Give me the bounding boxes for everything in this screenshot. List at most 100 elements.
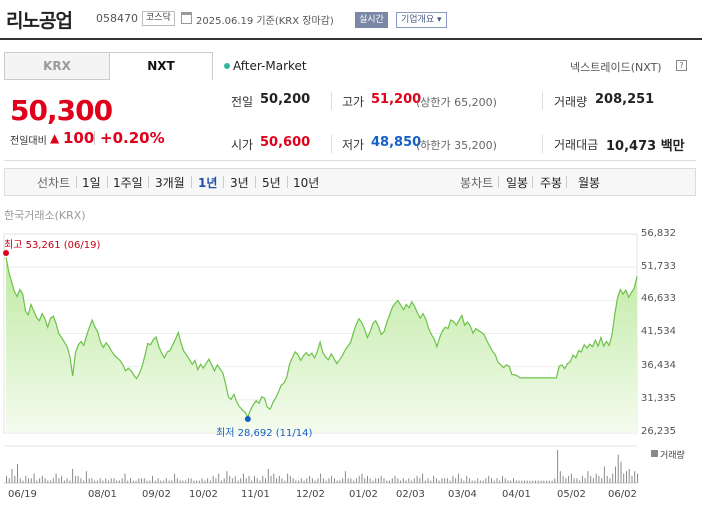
low-annotation: 최저 28,692 (11/14) bbox=[216, 428, 313, 439]
company-info-button[interactable]: 기업개요 ▾ bbox=[396, 12, 447, 28]
open-value: 50,600 bbox=[260, 135, 311, 150]
volume-bar bbox=[99, 478, 101, 483]
stock-code: 058470 bbox=[96, 12, 138, 25]
upper-limit: (상한가 65,200) bbox=[416, 96, 497, 109]
volume-bar bbox=[350, 478, 352, 483]
volume-bar bbox=[105, 478, 107, 483]
volume-bar bbox=[408, 478, 410, 483]
realtime-button[interactable]: 실시간 bbox=[355, 12, 388, 28]
volume-bar bbox=[479, 480, 481, 483]
volume-bar bbox=[8, 478, 10, 483]
volume-bar bbox=[176, 478, 178, 483]
volume-bar bbox=[402, 478, 404, 483]
tab-krx[interactable]: KRX bbox=[4, 52, 110, 80]
volume-bar bbox=[190, 478, 192, 483]
volume-bar bbox=[303, 480, 305, 483]
volume-bar bbox=[28, 478, 29, 483]
volume-bar bbox=[455, 478, 457, 483]
candle-daily[interactable]: 일봉 bbox=[506, 176, 529, 190]
volume-bar bbox=[61, 475, 63, 483]
volume-bar bbox=[223, 478, 225, 483]
volume-bar bbox=[160, 480, 162, 483]
chart-period-bar bbox=[4, 168, 696, 196]
volume-bar bbox=[154, 480, 156, 483]
volume-bar bbox=[212, 475, 214, 483]
volume-bar bbox=[328, 478, 330, 483]
volume-bar bbox=[141, 478, 142, 483]
prev-close-label: 전일 bbox=[231, 95, 254, 109]
period-1w[interactable]: 1주일 bbox=[113, 176, 143, 190]
volume-bar bbox=[581, 475, 583, 483]
volume-bar bbox=[77, 475, 79, 483]
volume-bar bbox=[383, 478, 385, 483]
volume-bar bbox=[130, 478, 131, 483]
reference-date: 2025.06.19 기준(KRX 장마감) bbox=[196, 16, 334, 27]
volume-bar bbox=[634, 471, 636, 483]
divider bbox=[148, 176, 149, 188]
period-1d[interactable]: 1일 bbox=[82, 176, 101, 190]
divider bbox=[107, 176, 108, 188]
period-3y[interactable]: 3년 bbox=[230, 176, 249, 190]
volume-bar bbox=[460, 478, 462, 483]
volume-bar bbox=[220, 480, 222, 483]
period-1y[interactable]: 1년 bbox=[198, 176, 218, 190]
volume-bar bbox=[433, 475, 435, 483]
x-tick-label: 09/02 bbox=[142, 489, 171, 500]
low-value: 48,850 bbox=[371, 135, 422, 150]
volume-bar bbox=[50, 480, 52, 483]
volume-bar bbox=[430, 480, 432, 483]
divider bbox=[566, 176, 567, 188]
divider bbox=[287, 176, 288, 188]
x-tick-label: 02/03 bbox=[396, 489, 425, 500]
volume-bar bbox=[58, 478, 60, 483]
volume-bar bbox=[174, 473, 176, 483]
volume-bar bbox=[488, 475, 490, 483]
volume-bar bbox=[74, 475, 76, 483]
volume-bar bbox=[215, 478, 217, 483]
candle-monthly[interactable]: 월봉 bbox=[578, 176, 601, 190]
volume-bar bbox=[438, 480, 440, 483]
period-5y[interactable]: 5년 bbox=[262, 176, 281, 190]
volume-bar bbox=[207, 478, 209, 483]
volume-label: 거래량 bbox=[554, 95, 588, 109]
volume-bar bbox=[292, 478, 294, 483]
candle-weekly[interactable]: 주봉 bbox=[540, 176, 563, 190]
volume-bar bbox=[590, 475, 592, 483]
divider bbox=[331, 135, 332, 153]
volume-bar bbox=[198, 480, 200, 483]
tab-nxt[interactable]: NXT bbox=[109, 52, 213, 80]
period-3m[interactable]: 3개월 bbox=[155, 176, 185, 190]
volume-bar bbox=[201, 478, 203, 483]
volume-bar bbox=[22, 480, 24, 483]
nextrade-link[interactable]: 넥스트레이드(NXT) bbox=[570, 61, 662, 74]
volume-bar bbox=[281, 478, 283, 483]
volume-bar bbox=[333, 478, 335, 483]
volume-bar bbox=[394, 475, 396, 483]
volume-bar bbox=[17, 464, 18, 483]
volume-bar bbox=[146, 480, 148, 483]
x-tick-label: 01/02 bbox=[349, 489, 378, 500]
volume-bar bbox=[515, 480, 517, 483]
volume-bar bbox=[121, 478, 123, 483]
volume-bar bbox=[317, 478, 319, 483]
volume-bar bbox=[25, 475, 27, 483]
volume-bar bbox=[452, 475, 454, 483]
calendar-icon bbox=[181, 12, 192, 24]
divider bbox=[191, 176, 192, 188]
help-icon[interactable]: ? bbox=[676, 60, 687, 71]
volume-bar bbox=[314, 480, 316, 483]
volume-bar bbox=[33, 473, 35, 483]
volume-bar bbox=[559, 471, 561, 483]
volume-bar bbox=[179, 480, 181, 483]
volume-bar bbox=[367, 475, 368, 483]
volume-bar bbox=[416, 475, 418, 483]
volume-bar bbox=[270, 475, 272, 483]
volume-bar bbox=[617, 454, 619, 483]
lower-limit: (하한가 35,200) bbox=[416, 139, 497, 152]
divider bbox=[94, 131, 95, 145]
volume-bar bbox=[609, 478, 611, 483]
volume-bar bbox=[598, 475, 600, 483]
x-tick-label: 06/02 bbox=[608, 489, 637, 500]
volume-bar bbox=[435, 478, 437, 483]
period-10y[interactable]: 10년 bbox=[293, 176, 320, 190]
